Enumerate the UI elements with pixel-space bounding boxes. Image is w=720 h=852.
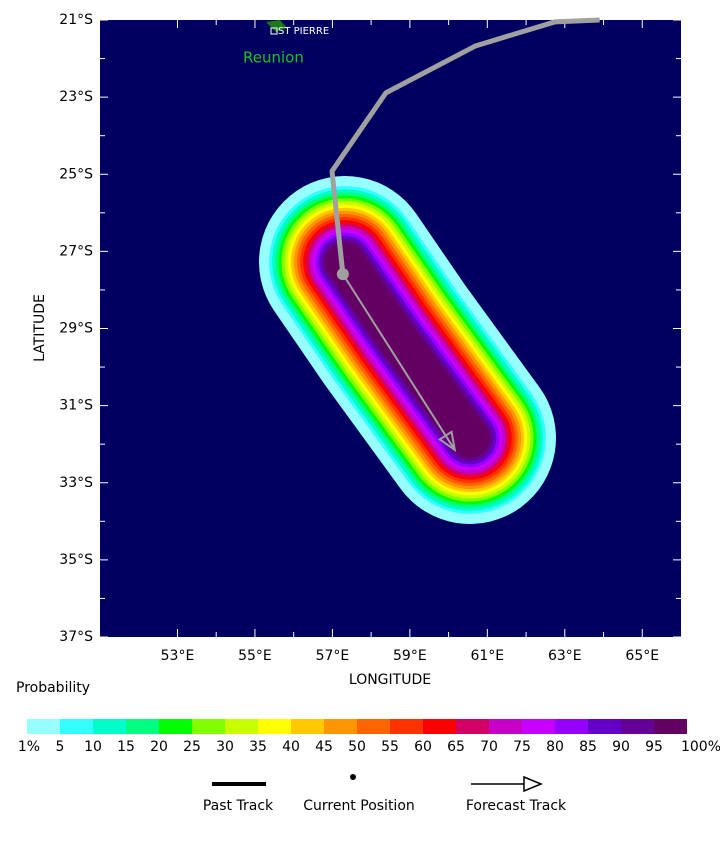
- colorbar-swatch: [423, 719, 456, 734]
- colorbar-label: 60: [414, 739, 432, 755]
- colorbar-label: 10: [84, 739, 102, 755]
- colorbar-swatch: [192, 719, 225, 734]
- colorbar-label: 1%: [18, 739, 40, 755]
- colorbar-swatch: [324, 719, 357, 734]
- colorbar-label: 45: [315, 739, 333, 755]
- y-tick-label: 35°S: [59, 552, 93, 568]
- colorbar-label: 5: [56, 739, 65, 755]
- x-tick-label: 57°E: [316, 648, 350, 664]
- colorbar-swatch: [390, 719, 423, 734]
- y-tick-label: 23°S: [59, 89, 93, 105]
- forecast-track: [342, 273, 456, 451]
- colorbar-swatch: [159, 719, 192, 734]
- colorbar-label: 50: [348, 739, 366, 755]
- y-tick-label: 31°S: [59, 398, 93, 414]
- x-tick-label: 61°E: [470, 648, 504, 664]
- colorbar-swatch: [258, 719, 291, 734]
- probability-swath: [259, 176, 556, 524]
- legend-label: Forecast Track: [466, 798, 567, 814]
- past-track: [329, 17, 600, 275]
- colorbar-label: 75: [513, 739, 531, 755]
- colorbar-label: 65: [447, 739, 465, 755]
- colorbar-swatch: [225, 719, 258, 734]
- colorbar-swatch: [291, 719, 324, 734]
- legend-label: Current Position: [303, 798, 415, 814]
- colorbar-label: 20: [150, 739, 168, 755]
- x-tick-label: 53°E: [161, 648, 195, 664]
- colorbar-swatch: [60, 719, 93, 734]
- y-tick-label: 21°S: [59, 12, 93, 28]
- x-axis-label: LONGITUDE: [349, 672, 431, 688]
- colorbar-swatch: [588, 719, 621, 734]
- colorbar-label: 70: [480, 739, 498, 755]
- colorbar-swatch: [489, 719, 522, 734]
- colorbar-label: 100%: [681, 739, 720, 755]
- colorbar-title: Probability: [16, 680, 90, 696]
- colorbar-label: 55: [381, 739, 399, 755]
- island-label: Reunion: [243, 49, 304, 67]
- forecast-key: [471, 775, 543, 793]
- colorbar-label: 30: [216, 739, 234, 755]
- x-tick-label: 65°E: [625, 648, 659, 664]
- colorbar-label: 15: [117, 739, 135, 755]
- colorbar-swatch: [621, 719, 654, 734]
- colorbar-label: 85: [579, 739, 597, 755]
- x-tick-label: 63°E: [548, 648, 582, 664]
- city-marker: [270, 27, 278, 35]
- island: [266, 20, 287, 32]
- colorbar-swatch: [27, 719, 60, 734]
- colorbar-swatch: [555, 719, 588, 734]
- city-label: ST PIERRE: [278, 26, 329, 37]
- y-tick-label: 27°S: [59, 243, 93, 259]
- position-key: [350, 774, 356, 780]
- colorbar-label: 40: [282, 739, 300, 755]
- y-axis-label: LATITUDE: [32, 294, 48, 362]
- colorbar-swatch: [654, 719, 687, 734]
- colorbar-label: 35: [249, 739, 267, 755]
- colorbar-swatch: [126, 719, 159, 734]
- colorbar-label: 25: [183, 739, 201, 755]
- colorbar-swatch: [522, 719, 555, 734]
- colorbar-label: 95: [645, 739, 663, 755]
- forecast-arrowhead: [437, 430, 457, 453]
- y-tick-label: 37°S: [59, 629, 93, 645]
- colorbar-label: 80: [546, 739, 564, 755]
- swath-band: [324, 241, 491, 459]
- y-tick-label: 29°S: [59, 321, 93, 337]
- colorbar-swatch: [357, 719, 390, 734]
- colorbar-swatch: [93, 719, 126, 734]
- y-tick-label: 33°S: [59, 475, 93, 491]
- y-tick-label: 25°S: [59, 166, 93, 182]
- legend-label: Past Track: [203, 798, 274, 814]
- colorbar-label: 90: [612, 739, 630, 755]
- colorbar-swatch: [456, 719, 489, 734]
- x-tick-label: 59°E: [393, 648, 427, 664]
- current-position: [336, 268, 349, 281]
- x-tick-label: 55°E: [238, 648, 272, 664]
